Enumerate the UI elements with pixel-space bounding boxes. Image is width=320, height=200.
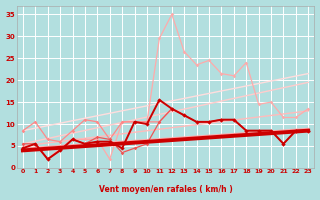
- X-axis label: Vent moyen/en rafales ( km/h ): Vent moyen/en rafales ( km/h ): [99, 185, 232, 194]
